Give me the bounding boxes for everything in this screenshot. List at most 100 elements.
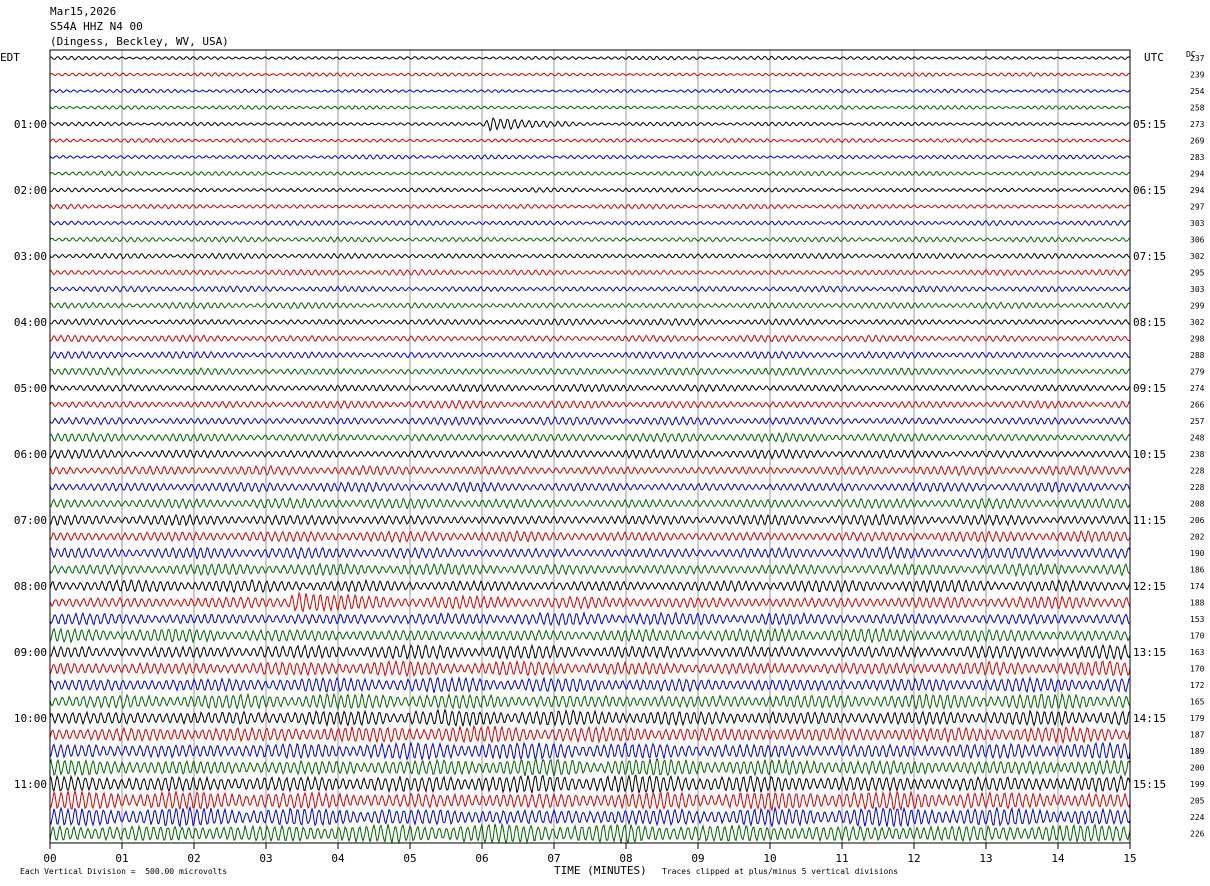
utc-hour-labels: 05:15 06:15 07:15 08:15 09:15 10:15 11:15 12:15… bbox=[1133, 118, 1166, 791]
trace-row-9 bbox=[49, 203, 1131, 210]
edt-label: EDT bbox=[0, 51, 20, 64]
trace-row-42 bbox=[49, 741, 1131, 762]
dc-offset-value: 257 bbox=[1190, 417, 1205, 426]
trace-row-38 bbox=[49, 676, 1131, 694]
x-tick-label: 14 bbox=[1051, 852, 1065, 865]
dc-offset-value: 306 bbox=[1190, 236, 1205, 245]
trace-row-40 bbox=[49, 708, 1131, 728]
x-tick-label: 08 bbox=[619, 852, 632, 865]
edt-hour-label: 05:00 bbox=[14, 382, 47, 395]
trace-row-47 bbox=[49, 822, 1131, 845]
dc-offset-value: 186 bbox=[1190, 566, 1205, 575]
edt-hour-label: 11:00 bbox=[14, 778, 47, 791]
x-tick-label: 03 bbox=[259, 852, 272, 865]
trace-row-17 bbox=[49, 334, 1131, 343]
dc-offset-value: 274 bbox=[1190, 384, 1205, 393]
trace-row-44 bbox=[49, 774, 1131, 795]
trace-row-29 bbox=[49, 530, 1131, 544]
utc-hour-label: 09:15 bbox=[1133, 382, 1166, 395]
dc-offset-value: 179 bbox=[1190, 714, 1205, 723]
dc-offset-value: 303 bbox=[1190, 285, 1205, 294]
dc-offset-value: 200 bbox=[1190, 764, 1205, 773]
edt-hour-label: 06:00 bbox=[14, 448, 47, 461]
dc-offset-value: 187 bbox=[1190, 731, 1205, 740]
dc-offset-value: 228 bbox=[1190, 483, 1205, 492]
dc-offset-value: 228 bbox=[1190, 467, 1205, 476]
utc-hour-label: 05:15 bbox=[1133, 118, 1166, 131]
trace-row-18 bbox=[49, 350, 1131, 360]
utc-hour-label: 07:15 bbox=[1133, 250, 1166, 263]
dc-offset-value: 294 bbox=[1190, 186, 1205, 195]
dc-offset-value: 254 bbox=[1190, 87, 1205, 96]
dc-offset-value: 299 bbox=[1190, 302, 1205, 311]
x-tick-label: 07 bbox=[547, 852, 560, 865]
trace-row-12 bbox=[49, 252, 1131, 260]
utc-hour-label: 14:15 bbox=[1133, 712, 1166, 725]
trace-row-34 bbox=[49, 610, 1131, 627]
trace-row-39 bbox=[49, 692, 1131, 711]
minute-gridlines bbox=[49, 50, 1131, 843]
plot-date: Mar15,2026 bbox=[50, 5, 117, 18]
trace-row-1 bbox=[49, 72, 1130, 77]
dc-offset-value: 237 bbox=[1190, 54, 1205, 63]
x-tick-label: 01 bbox=[115, 852, 128, 865]
trace-row-2 bbox=[49, 88, 1131, 94]
dc-offset-value: 202 bbox=[1190, 533, 1205, 542]
x-tick-label: 12 bbox=[907, 852, 920, 865]
dc-offset-value: 269 bbox=[1190, 137, 1205, 146]
utc-hour-label: 08:15 bbox=[1133, 316, 1166, 329]
dc-offset-value: 170 bbox=[1190, 632, 1205, 641]
trace-row-4 bbox=[49, 117, 1131, 132]
station-location: (Dingess, Beckley, WV, USA) bbox=[50, 35, 229, 48]
x-tick-label: 00 bbox=[43, 852, 56, 865]
dc-offset-value: 208 bbox=[1190, 500, 1205, 509]
trace-row-31 bbox=[49, 562, 1131, 578]
seismic-traces bbox=[49, 55, 1131, 845]
x-axis-title: TIME (MINUTES) bbox=[554, 864, 647, 877]
dc-offset-value: 297 bbox=[1190, 203, 1205, 212]
dc-offset-value: 199 bbox=[1190, 780, 1205, 789]
dc-offset-value: 205 bbox=[1190, 797, 1205, 806]
trace-row-23 bbox=[49, 431, 1131, 443]
utc-hour-label: 10:15 bbox=[1133, 448, 1166, 461]
dc-offset-value: 298 bbox=[1190, 335, 1205, 344]
dc-offset-value: 165 bbox=[1190, 698, 1205, 707]
trace-row-21 bbox=[49, 399, 1131, 410]
plot-frame bbox=[49, 49, 1131, 844]
utc-hour-label: 13:15 bbox=[1133, 646, 1166, 659]
utc-hour-label: 15:15 bbox=[1133, 778, 1166, 791]
dc-offset-value: 172 bbox=[1190, 681, 1205, 690]
trace-row-46 bbox=[49, 805, 1131, 828]
trace-row-43 bbox=[49, 756, 1131, 777]
dc-label: DC bbox=[1186, 50, 1196, 59]
x-tick-label: 02 bbox=[187, 852, 200, 865]
dc-offset-value: 163 bbox=[1190, 648, 1205, 657]
dc-offset-value: 302 bbox=[1190, 318, 1205, 327]
trace-row-13 bbox=[49, 268, 1131, 277]
edt-hour-label: 01:00 bbox=[14, 118, 47, 131]
edt-hour-label: 08:00 bbox=[14, 580, 47, 593]
dc-offset-value: 248 bbox=[1190, 434, 1205, 443]
dc-offset-value: 190 bbox=[1190, 549, 1205, 558]
x-tick-label: 13 bbox=[979, 852, 992, 865]
edt-hour-label: 03:00 bbox=[14, 250, 47, 263]
dc-offset-value: 266 bbox=[1190, 401, 1205, 410]
x-tick-label: 06 bbox=[475, 852, 488, 865]
trace-row-28 bbox=[49, 513, 1131, 527]
dc-offset-value: 302 bbox=[1190, 252, 1205, 261]
x-tick-label: 15 bbox=[1123, 852, 1136, 865]
trace-row-7 bbox=[49, 170, 1131, 177]
x-tick-label: 05 bbox=[403, 852, 416, 865]
utc-hour-label: 12:15 bbox=[1133, 580, 1166, 593]
dc-offset-value: 189 bbox=[1190, 747, 1205, 756]
edt-hour-label: 09:00 bbox=[14, 646, 47, 659]
trace-row-35 bbox=[49, 627, 1131, 644]
station-code: S54A HHZ N4 00 bbox=[50, 20, 143, 33]
dc-offset-value: 283 bbox=[1190, 153, 1205, 162]
x-tick-label: 04 bbox=[331, 852, 345, 865]
trace-row-0 bbox=[50, 55, 1131, 61]
trace-row-36 bbox=[49, 643, 1131, 661]
edt-hour-label: 10:00 bbox=[14, 712, 47, 725]
trace-row-27 bbox=[49, 497, 1131, 510]
